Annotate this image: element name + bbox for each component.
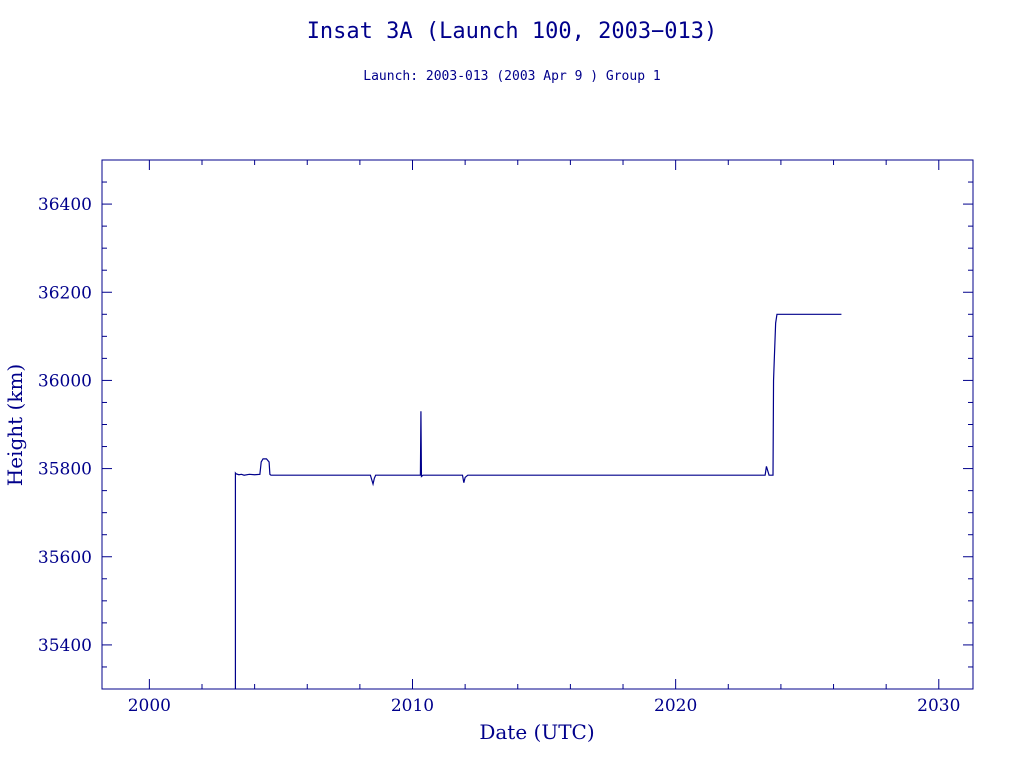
- y-tick-label: 36400: [38, 195, 92, 215]
- plot-frame: [101, 159, 974, 690]
- y-axis-label: Height (km): [3, 364, 27, 486]
- x-axis-tick-labels: 2000 2010 2020 2030: [128, 696, 961, 716]
- y-tick-label: 35400: [38, 636, 92, 656]
- y-axis-tick-labels: 35400 35600 35800 36000 36200 36400: [38, 195, 92, 656]
- x-axis-ticks: [148, 160, 940, 689]
- x-axis-label: Date (UTC): [479, 720, 594, 744]
- series-layer: [234, 313, 842, 689]
- x-tick-label: 2030: [917, 696, 960, 716]
- height-series-line: [234, 313, 842, 689]
- chart-title: Insat 3A (Launch 100, 2003−013): [307, 19, 718, 44]
- y-tick-label: 35800: [38, 460, 92, 480]
- x-tick-label: 2010: [391, 696, 434, 716]
- chart-subtitle: Launch: 2003-013 (2003 Apr 9 ) Group 1: [363, 69, 660, 84]
- y-tick-label: 36000: [38, 371, 92, 391]
- x-tick-label: 2020: [654, 696, 697, 716]
- y-tick-label: 36200: [38, 283, 92, 303]
- y-tick-label: 35600: [38, 548, 92, 568]
- x-tick-label: 2000: [128, 696, 171, 716]
- y-axis-ticks: [102, 159, 973, 690]
